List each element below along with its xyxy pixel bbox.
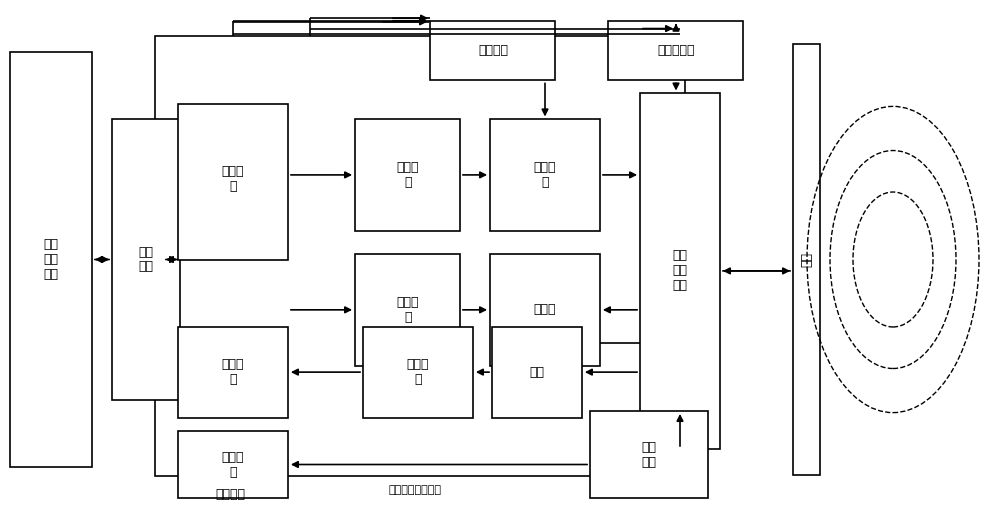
Bar [178, 327, 288, 418]
Bar [10, 52, 92, 467]
Text: 储能电容: 储能电容 [478, 44, 508, 57]
Text: 天线驱
动: 天线驱 动 [534, 161, 556, 189]
Bar [590, 411, 708, 498]
Text: 天线
调谐
电路: 天线 调谐 电路 [672, 250, 688, 292]
Bar [793, 44, 820, 475]
Bar [608, 21, 743, 80]
Text: 天线: 天线 [800, 252, 814, 267]
Text: 继电器驱动: 继电器驱动 [657, 44, 695, 57]
Text: 事件控
制: 事件控 制 [222, 165, 244, 193]
Text: 地面
采集
系统: 地面 采集 系统 [44, 238, 58, 281]
Text: 激励采
集: 激励采 集 [222, 450, 244, 479]
Text: 主泄放: 主泄放 [534, 303, 556, 317]
Text: 衰减
电路: 衰减 电路 [642, 441, 656, 469]
Bar [355, 254, 460, 366]
Bar [363, 327, 473, 418]
Bar [492, 327, 582, 418]
Text: 功率放
大: 功率放 大 [397, 296, 419, 324]
Bar [178, 104, 288, 260]
Bar [490, 119, 600, 231]
Text: 前置放
大: 前置放 大 [407, 358, 429, 386]
Text: 功率放
大: 功率放 大 [397, 161, 419, 189]
Bar [112, 119, 180, 400]
Text: 微弱信号接收链路: 微弱信号接收链路 [388, 485, 442, 496]
Text: 数字电路: 数字电路 [215, 487, 245, 501]
Bar [640, 93, 720, 449]
Text: 主控
电路: 主控 电路 [138, 245, 154, 274]
Bar [490, 254, 600, 366]
Bar [155, 36, 685, 476]
Text: 隔离: 隔离 [530, 365, 544, 379]
Bar [430, 21, 555, 80]
Text: 回波采
集: 回波采 集 [222, 358, 244, 386]
Bar [178, 431, 288, 498]
Bar [355, 119, 460, 231]
